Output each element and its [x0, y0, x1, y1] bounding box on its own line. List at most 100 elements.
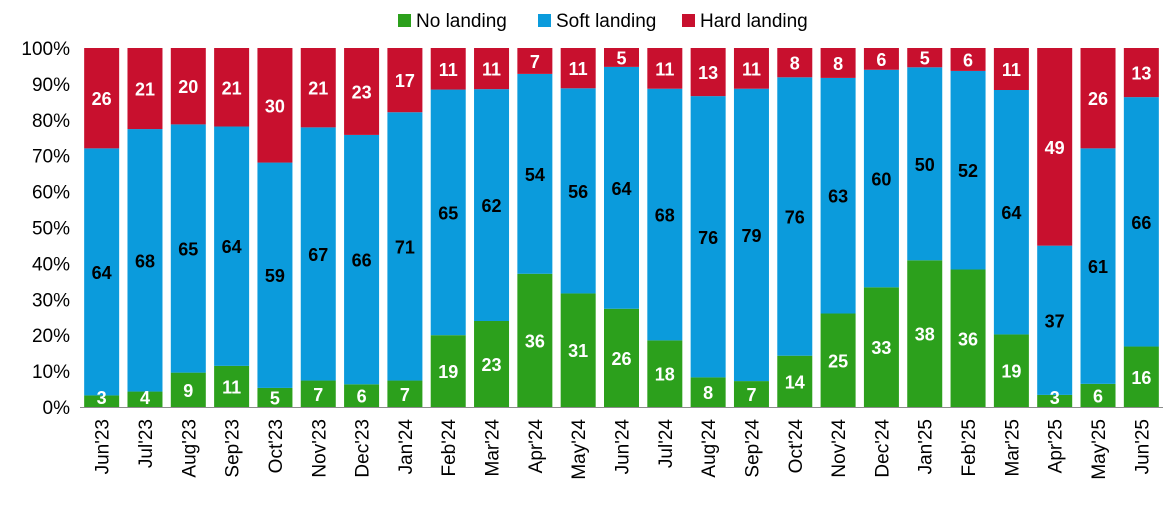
bar-segment-no-landing: [1080, 383, 1116, 407]
x-tick-label: Mar'25: [1002, 419, 1023, 476]
bar-segment-hard-landing: [517, 48, 553, 74]
x-tick-label: May'25: [1089, 419, 1110, 480]
bar-segment-hard-landing: [257, 48, 293, 163]
data-label-soft-landing: 54: [525, 165, 545, 185]
data-label-no-landing: 9: [183, 381, 193, 401]
x-tick-label: Mar'24: [483, 419, 504, 477]
bar-segment-hard-landing: [300, 48, 336, 128]
x-tick-label: Jul'24: [656, 419, 677, 468]
bar-segment-soft-landing: [820, 77, 856, 314]
bar-segment-no-landing: [430, 335, 466, 407]
data-label-hard-landing: 11: [439, 60, 458, 80]
bar-segment-soft-landing: [777, 77, 813, 356]
bar-segment-no-landing: [993, 334, 1029, 407]
bar-segment-soft-landing: [690, 96, 726, 378]
legend-label-no-landing: No landing: [416, 11, 507, 32]
x-tick-label: Jun'25: [1132, 419, 1153, 474]
x-tick-label: Jul'23: [136, 419, 157, 468]
bar-segment-soft-landing: [344, 134, 380, 385]
data-label-soft-landing: 79: [741, 226, 761, 246]
data-label-no-landing: 25: [828, 351, 848, 371]
y-tick-label: 70%: [32, 147, 70, 168]
bar-segment-hard-landing: [430, 48, 466, 90]
bar-segment-hard-landing: [647, 48, 683, 89]
x-tick-label: Jun'24: [613, 419, 634, 475]
x-tick-label: Aug'24: [699, 419, 720, 478]
data-label-hard-landing: 20: [178, 77, 198, 97]
bar-segment-soft-landing: [604, 66, 639, 309]
bar-segment-no-landing: [1037, 394, 1073, 407]
legend-label-hard-landing: Hard landing: [700, 11, 808, 32]
data-label-soft-landing: 71: [395, 237, 415, 257]
bar-segment-hard-landing: [950, 48, 986, 71]
data-label-soft-landing: 64: [222, 237, 242, 257]
y-tick-label: 30%: [32, 290, 70, 311]
bar-segment-hard-landing: [690, 48, 726, 97]
bar-segment-no-landing: [517, 273, 553, 407]
data-label-no-landing: 6: [1093, 386, 1103, 406]
bar-segment-soft-landing: [1080, 148, 1116, 384]
bar-segment-hard-landing: [863, 48, 899, 70]
bar-segment-hard-landing: [604, 48, 639, 67]
data-label-hard-landing: 13: [1131, 64, 1151, 84]
bar-segment-soft-landing: [1037, 245, 1073, 395]
data-label-no-landing: 7: [313, 385, 323, 405]
data-label-no-landing: 8: [703, 383, 713, 403]
bar-segment-no-landing: [84, 395, 120, 407]
data-label-hard-landing: 17: [395, 71, 415, 91]
data-label-soft-landing: 64: [1001, 203, 1021, 223]
bar-segment-no-landing: [127, 391, 163, 407]
bar-segment-soft-landing: [863, 69, 899, 288]
x-tick-label: Jun'23: [93, 419, 114, 474]
data-label-no-landing: 18: [655, 365, 675, 385]
bar-segment-soft-landing: [430, 89, 466, 336]
y-tick-label: 60%: [32, 183, 70, 204]
bar-segment-no-landing: [733, 381, 769, 407]
x-tick-label: Nov'24: [829, 419, 850, 478]
y-tick-label: 40%: [32, 254, 70, 275]
bar-segment-no-landing: [863, 287, 899, 407]
bar-segment-hard-landing: [170, 48, 206, 125]
bar-segment-hard-landing: [344, 48, 380, 135]
bar-segment-no-landing: [257, 387, 293, 407]
legend-label-soft-landing: Soft landing: [556, 11, 656, 32]
bar-segment-hard-landing: [907, 48, 943, 68]
x-tick-label: Dec'24: [872, 419, 893, 478]
data-label-hard-landing: 26: [1088, 89, 1108, 109]
legend: No landing Soft landing Hard landing: [398, 11, 808, 32]
data-label-hard-landing: 21: [135, 80, 155, 100]
bar-segment-hard-landing: [1080, 48, 1116, 149]
bar-segment-hard-landing: [993, 48, 1029, 91]
data-label-hard-landing: 11: [655, 59, 674, 79]
data-label-soft-landing: 62: [482, 196, 502, 216]
data-label-no-landing: 19: [438, 362, 458, 382]
bar-segment-no-landing: [300, 380, 336, 407]
data-label-soft-landing: 61: [1088, 257, 1108, 277]
bar-segment-hard-landing: [127, 48, 163, 130]
data-label-soft-landing: 37: [1045, 311, 1065, 331]
data-label-no-landing: 16: [1131, 368, 1151, 388]
data-label-hard-landing: 13: [698, 63, 718, 83]
data-label-hard-landing: 5: [920, 49, 930, 69]
data-labels: 3642646821965201164215593076721666237711…: [92, 48, 1152, 408]
x-tick-label: Nov'23: [309, 419, 330, 478]
x-tick-label: Oct'23: [266, 419, 287, 473]
bar-segment-soft-landing: [1123, 97, 1159, 347]
data-label-soft-landing: 60: [871, 170, 891, 190]
data-label-hard-landing: 49: [1045, 138, 1065, 158]
data-label-soft-landing: 56: [568, 182, 588, 202]
data-label-no-landing: 4: [140, 388, 150, 408]
data-label-soft-landing: 66: [352, 251, 372, 271]
bar-segment-no-landing: [690, 377, 726, 407]
x-tick-label: Apr'24: [526, 419, 547, 474]
data-label-soft-landing: 67: [308, 245, 328, 265]
data-label-hard-landing: 6: [963, 50, 973, 70]
bar-segment-soft-landing: [733, 88, 769, 382]
data-label-hard-landing: 21: [222, 78, 242, 98]
bar-segment-no-landing: [560, 293, 596, 407]
data-label-no-landing: 14: [785, 372, 805, 392]
bar-segment-no-landing: [387, 380, 423, 407]
bar-segment-no-landing: [647, 340, 683, 407]
bar-segment-soft-landing: [474, 89, 510, 321]
